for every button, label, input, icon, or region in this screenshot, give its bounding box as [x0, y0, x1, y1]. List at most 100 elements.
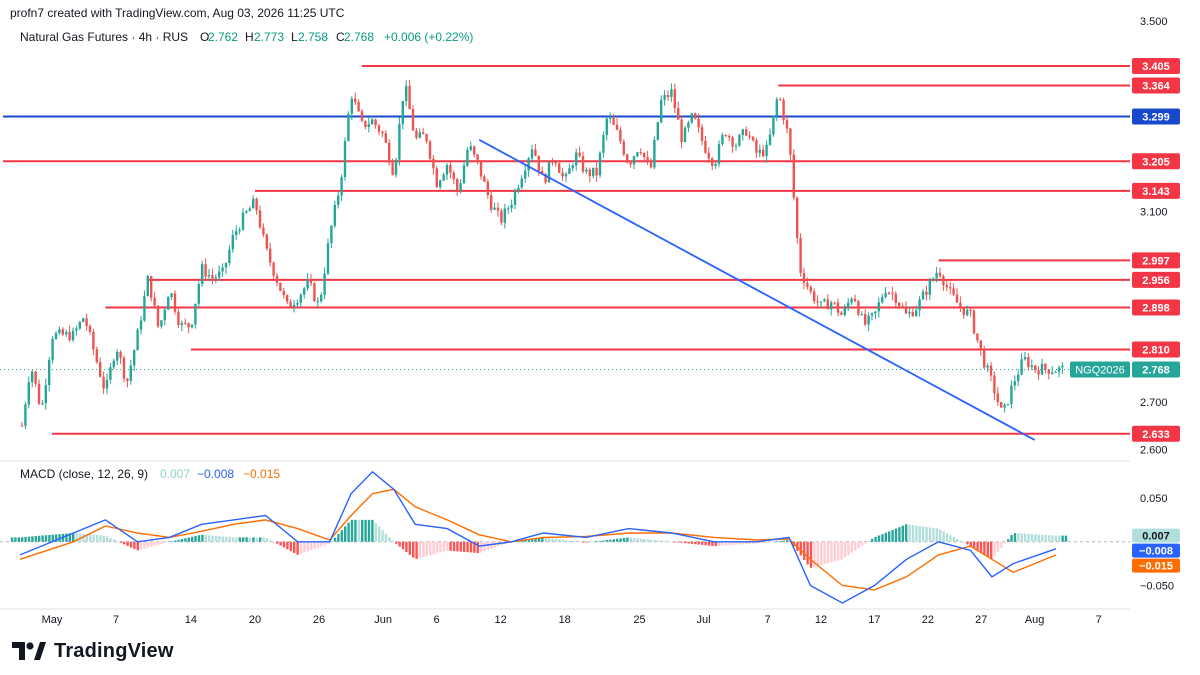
macd-pane: 0.007 −0.008 −0.015	[0, 470, 1180, 604]
macd-tag-text-macd: −0.008	[1139, 546, 1173, 558]
macd-hist-bar	[187, 537, 190, 542]
macd-hist-bar	[55, 534, 58, 542]
macd-hist-bar	[150, 541, 153, 547]
candle-body	[945, 285, 948, 288]
candle-body	[153, 297, 156, 306]
macd-hist-bar	[160, 541, 163, 544]
candle-body	[551, 161, 554, 163]
candle-body	[129, 365, 132, 381]
macd-hist-bar	[418, 541, 422, 558]
macd-hist-bar	[592, 541, 595, 543]
time-tick-label: 14	[185, 614, 197, 626]
candle-body	[874, 311, 877, 314]
macd-hist-bar	[633, 537, 636, 542]
macd-hist-bar	[718, 541, 721, 546]
macd-hist-bar	[208, 535, 211, 542]
candle-body	[384, 133, 387, 143]
candle-body	[170, 293, 173, 298]
macd-hist-bar	[320, 541, 323, 547]
macd-hist-bar	[435, 541, 439, 554]
macd-hist-bar	[333, 537, 337, 542]
candle-body	[112, 360, 115, 368]
level-tag-text-3.405: 3.405	[1142, 61, 1170, 73]
macd-hist-bar	[959, 540, 962, 542]
candle-body	[510, 204, 513, 209]
candle-body	[932, 278, 935, 281]
macd-hist-bar	[755, 541, 758, 544]
macd-hist-bar	[408, 541, 411, 555]
candle-body	[320, 294, 323, 302]
macd-hist-bar	[228, 537, 231, 542]
macd-hist-bar	[405, 541, 408, 553]
candle-body	[721, 135, 724, 144]
candle-body	[853, 298, 857, 302]
legend-high-label: H	[245, 30, 254, 44]
candle-body	[836, 302, 840, 313]
time-tick-label: 26	[313, 614, 325, 626]
macd-hist-bar	[252, 537, 255, 542]
candle-body	[241, 212, 245, 230]
macd-hist-bar	[112, 539, 116, 542]
macd-hist-bar	[952, 536, 955, 542]
macd-hist-bar	[129, 541, 133, 548]
macd-hist-bar	[347, 522, 350, 542]
candle-body	[986, 365, 989, 368]
level-tag-text-3.299: 3.299	[1142, 112, 1170, 124]
time-tick-label: 17	[868, 614, 880, 626]
candle-body	[615, 124, 619, 130]
candle-body	[955, 294, 959, 303]
macd-hist-bar	[830, 541, 833, 563]
candle-body	[238, 229, 241, 232]
candle-body	[428, 141, 432, 159]
macd-hist-bar	[599, 540, 602, 542]
tradingview-logo[interactable]: TradingView	[12, 637, 174, 665]
macd-hist-bar	[211, 535, 214, 542]
macd-hist-bar	[595, 541, 598, 543]
macd-hist-bar	[473, 541, 476, 553]
macd-hist-bar	[704, 541, 707, 546]
macd-hist-bar	[840, 541, 843, 560]
macd-hist-bar	[231, 537, 235, 542]
candle-body	[167, 297, 170, 310]
macd-hist-bar	[197, 535, 201, 542]
macd-hist-bar	[820, 541, 823, 566]
candle-body	[313, 283, 316, 302]
candle-body	[364, 120, 367, 127]
macd-hist-bar	[765, 541, 768, 543]
macd-hist-bar	[918, 526, 921, 542]
candle-body	[609, 118, 612, 120]
candle-body	[408, 85, 411, 110]
macd-tag-text-signal: −0.015	[1139, 561, 1173, 573]
macd-hist-bar	[296, 541, 299, 555]
candle-body	[547, 161, 551, 183]
candle-body	[796, 197, 799, 238]
candle-body	[694, 113, 697, 119]
candle-body	[37, 383, 41, 404]
candle-body	[1037, 370, 1040, 375]
candle-body	[962, 307, 965, 316]
symbol-tag-text: NGQ2026	[1075, 364, 1125, 376]
macd-hist-bar	[973, 541, 976, 549]
candle-body	[95, 349, 98, 363]
macd-hist-bar	[133, 541, 136, 550]
macd-hist-bar	[289, 541, 292, 552]
candle-body	[561, 172, 564, 177]
candle-body	[214, 277, 217, 279]
macd-hist-bar	[976, 541, 979, 551]
macd-hist-bar	[463, 541, 466, 552]
level-tag-text-2.997: 2.997	[1142, 255, 1170, 267]
macd-hist-bar	[1024, 533, 1027, 542]
macd-hist-bar	[1003, 541, 1006, 544]
macd-hist-bar	[201, 534, 204, 542]
horizontal-levels	[2, 65, 1130, 435]
macd-hist-bar	[684, 541, 687, 544]
macd-hist-bar	[602, 540, 605, 542]
macd-tick-label: 0.050	[1140, 493, 1168, 505]
candle-body	[411, 109, 415, 131]
candle-body	[639, 152, 642, 154]
candle-body	[626, 154, 629, 163]
candle-body	[745, 129, 748, 136]
price-tick-label: 3.500	[1140, 16, 1168, 28]
macd-hist-bar	[714, 541, 717, 547]
